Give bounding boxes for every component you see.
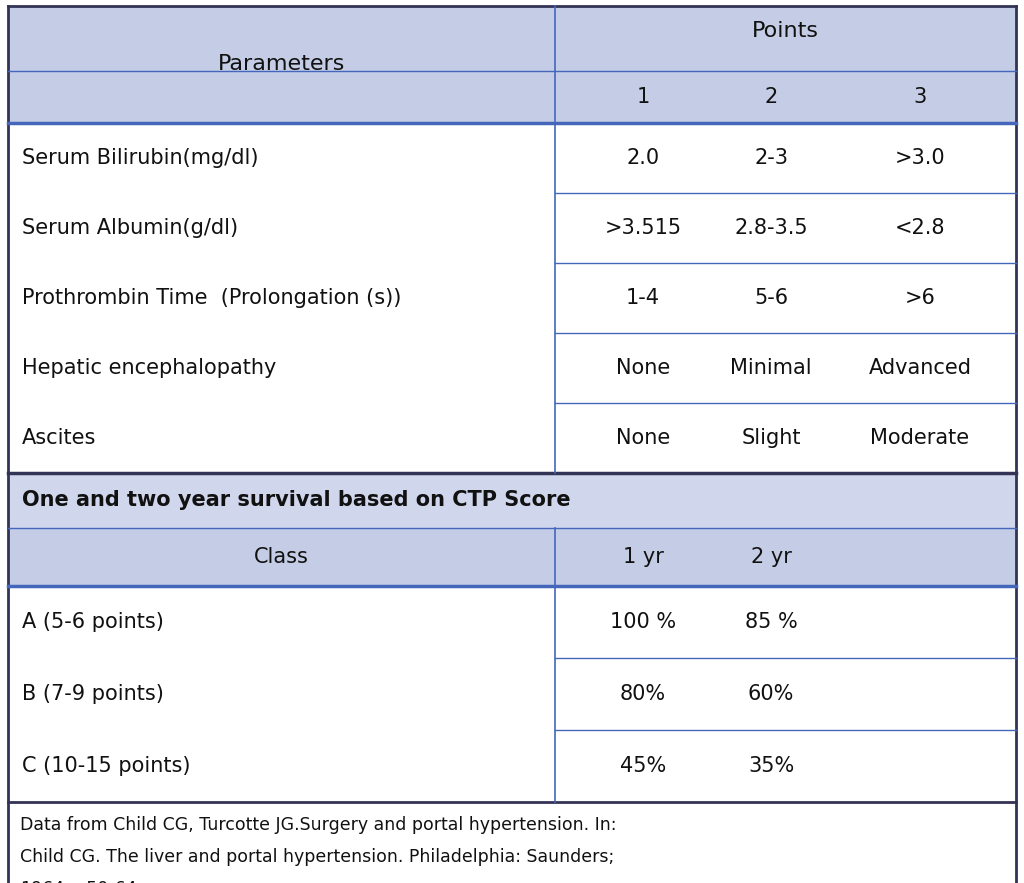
Text: Points: Points — [752, 20, 819, 41]
Text: Serum Bilirubin(mg/dl): Serum Bilirubin(mg/dl) — [22, 148, 258, 168]
Text: Advanced: Advanced — [868, 358, 972, 378]
Text: 85 %: 85 % — [744, 612, 798, 632]
Text: 1: 1 — [636, 87, 649, 107]
Text: 2-3: 2-3 — [754, 148, 788, 168]
Text: 5-6: 5-6 — [754, 288, 788, 308]
Text: <2.8: <2.8 — [895, 218, 945, 238]
Text: One and two year survival based on CTP Score: One and two year survival based on CTP S… — [22, 490, 570, 510]
Text: 1-4: 1-4 — [626, 288, 660, 308]
Text: 1 yr: 1 yr — [623, 547, 664, 567]
Text: Data from Child CG, Turcotte JG.Surgery and portal hypertension. In:: Data from Child CG, Turcotte JG.Surgery … — [20, 816, 616, 834]
Text: Hepatic encephalopathy: Hepatic encephalopathy — [22, 358, 276, 378]
Text: Slight: Slight — [741, 428, 801, 448]
Bar — [8, 528, 1016, 586]
Bar — [8, 473, 1016, 528]
Bar — [8, 71, 1016, 123]
Bar — [8, 6, 1016, 71]
Text: Parameters: Parameters — [218, 55, 345, 74]
Text: 80%: 80% — [620, 684, 666, 704]
Text: Child CG. The liver and portal hypertension. Philadelphia: Saunders;: Child CG. The liver and portal hypertens… — [20, 848, 614, 866]
Text: 2.8-3.5: 2.8-3.5 — [734, 218, 808, 238]
Text: B (7-9 points): B (7-9 points) — [22, 684, 164, 704]
Text: 2 yr: 2 yr — [751, 547, 792, 567]
Text: A (5-6 points): A (5-6 points) — [22, 612, 164, 632]
Text: >3.0: >3.0 — [895, 148, 945, 168]
Text: None: None — [615, 428, 670, 448]
Text: 45%: 45% — [620, 756, 667, 776]
Text: 100 %: 100 % — [610, 612, 676, 632]
Text: 3: 3 — [913, 87, 927, 107]
Text: Class: Class — [254, 547, 309, 567]
Text: Prothrombin Time  (Prolongation (s)): Prothrombin Time (Prolongation (s)) — [22, 288, 401, 308]
Text: C (10-15 points): C (10-15 points) — [22, 756, 190, 776]
Text: Serum Albumin(g/dl): Serum Albumin(g/dl) — [22, 218, 239, 238]
Text: 2: 2 — [764, 87, 777, 107]
Text: 35%: 35% — [748, 756, 795, 776]
Text: 2.0: 2.0 — [627, 148, 659, 168]
Text: >6: >6 — [904, 288, 936, 308]
Text: Ascites: Ascites — [22, 428, 96, 448]
Text: Moderate: Moderate — [870, 428, 970, 448]
Text: 60%: 60% — [748, 684, 795, 704]
Text: 1964.p.50-64: 1964.p.50-64 — [20, 880, 136, 883]
Text: Minimal: Minimal — [730, 358, 812, 378]
Text: None: None — [615, 358, 670, 378]
Text: >3.515: >3.515 — [604, 218, 682, 238]
